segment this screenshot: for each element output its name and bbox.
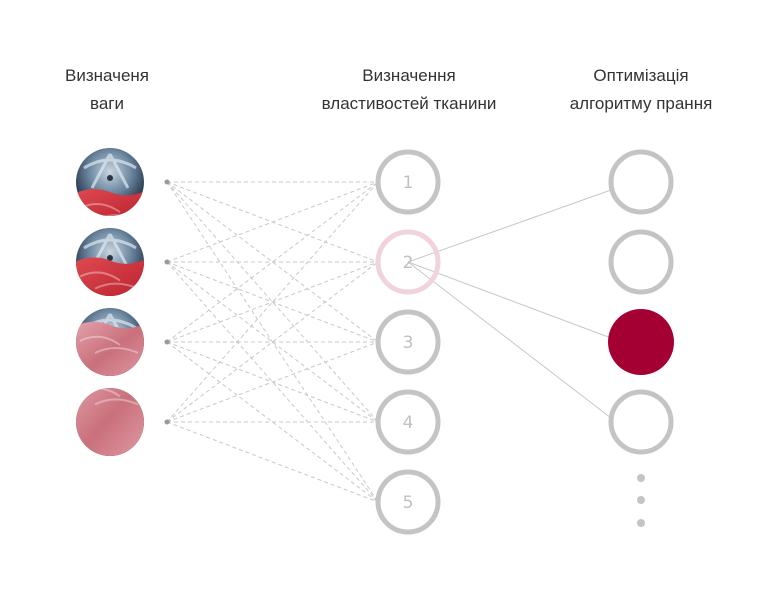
drum-full-load-icon: [76, 388, 144, 456]
input-dot: [164, 339, 170, 345]
heading-line: Визначеня: [64, 66, 149, 85]
drum-high-load-icon: [76, 308, 144, 376]
drum-low-load-icon: [76, 148, 144, 216]
heading-fabric: Визначення властивостей тканини: [289, 62, 529, 118]
algorithm-node: [608, 149, 674, 215]
input-dot: [164, 259, 170, 265]
more-dots-icon: [637, 496, 645, 504]
drum-half-load-icon: [76, 228, 144, 296]
fabric-node: [375, 389, 441, 455]
input-dot: [164, 179, 170, 185]
algorithm-connection: [407, 261, 612, 339]
dashed-connection: [166, 181, 379, 423]
dashed-connection: [166, 261, 379, 503]
fabric-node: [375, 309, 441, 375]
dashed-connection: [166, 181, 379, 263]
dashed-connection: [166, 341, 379, 503]
fabric-node-label: 1: [403, 173, 414, 193]
fabric-node-label: 2: [403, 253, 414, 273]
dashed-connection: [166, 261, 379, 343]
heading-line: алгоритму прання: [569, 94, 713, 113]
fabric-node-label: 3: [403, 333, 414, 353]
fabric-node: [375, 469, 441, 535]
dashed-connection: [166, 421, 379, 503]
dashed-connection: [166, 181, 379, 343]
heading-weight: Визначеня ваги: [0, 62, 227, 118]
more-dots-icon: [637, 519, 645, 527]
fabric-node-active: [375, 229, 441, 295]
input-dot: [164, 419, 170, 425]
more-dots-icon: [637, 474, 645, 482]
algorithm-node: [608, 389, 674, 455]
fabric-node-label: 5: [403, 493, 414, 513]
dashed-connection: [166, 181, 379, 343]
algorithm-node: [608, 229, 674, 295]
fabric-node-label: 4: [403, 413, 414, 433]
dashed-connection: [166, 341, 379, 423]
heading-line: Оптимізація: [593, 66, 689, 85]
algorithm-connection: [407, 261, 612, 419]
heading-line: властивостей тканини: [321, 94, 497, 113]
heading-line: ваги: [90, 94, 124, 113]
fabric-node: [375, 149, 441, 215]
dashed-connection: [166, 181, 379, 423]
algorithm-connection: [407, 189, 612, 263]
dashed-connection: [166, 261, 379, 423]
heading-algorithm: Оптимізація алгоритму прання: [521, 62, 761, 118]
dashed-connection: [166, 261, 379, 423]
algorithm-node-selected: [608, 309, 674, 375]
heading-line: Визначення: [362, 66, 456, 85]
